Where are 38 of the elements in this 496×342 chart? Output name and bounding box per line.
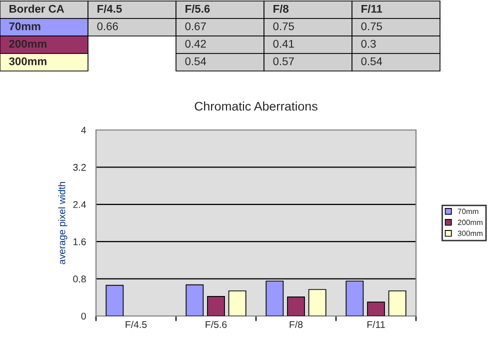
bar [207, 296, 225, 316]
text: 70mm [9, 22, 40, 30]
y-tick-label: 3.2 [73, 164, 86, 171]
data-label: 0.75 [361, 22, 382, 30]
data-label: 0.3 [361, 40, 376, 48]
data-label: 0.66 [97, 22, 118, 30]
data-label: 0.42 [185, 40, 206, 48]
category-label: F/8 [274, 4, 289, 13]
category-label: F/5.6 [186, 4, 210, 13]
text: 200mm [9, 40, 46, 48]
data-label: 0.41 [273, 40, 294, 48]
bar [228, 290, 246, 316]
data-label: 0.67 [185, 22, 206, 30]
y-tick-label: 4 [81, 126, 86, 134]
data-label: 0.57 [273, 57, 294, 66]
y-axis-title: average pixel width [58, 182, 68, 264]
bar [308, 289, 326, 316]
x-tick-label: F/4.5 [126, 320, 147, 328]
bar [287, 296, 305, 316]
text: 300mm [9, 57, 46, 66]
x-tick-label: F/11 [367, 320, 385, 328]
category-label: F/4.5 [98, 4, 122, 13]
data-label: 0.54 [185, 57, 206, 66]
y-tick-label: 2.4 [73, 201, 86, 208]
bar [388, 290, 406, 316]
x-tick-label: F/8 [290, 320, 303, 328]
y-tick-label: 0.8 [73, 276, 86, 282]
text: Border CA [10, 4, 64, 13]
data-label: 0.54 [361, 57, 382, 66]
category-label: F/11 [362, 4, 382, 13]
x-tick-label: F/5.6 [206, 320, 227, 328]
chart-title: Chromatic Aberrations [194, 101, 318, 111]
bar [367, 302, 385, 316]
data-label: 0.75 [273, 22, 294, 30]
bar [186, 284, 204, 316]
y-tick-label: 1.6 [74, 238, 86, 246]
y-tick-label: 0 [81, 312, 86, 320]
bar [106, 284, 124, 316]
